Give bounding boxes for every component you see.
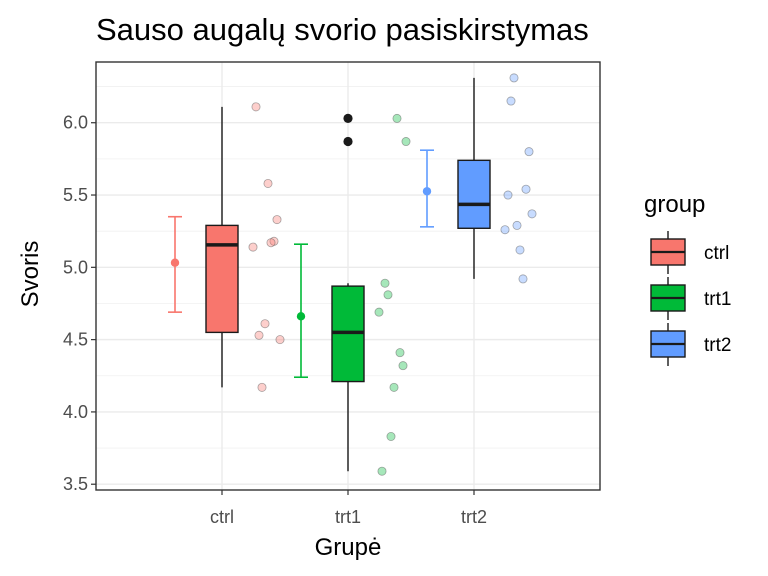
series-ctrl <box>168 102 285 392</box>
x-axis-title: Grupė <box>315 534 382 561</box>
y-tick-label: 5.5 <box>63 185 88 205</box>
data-point <box>509 73 519 83</box>
data-point <box>248 242 258 252</box>
data-point <box>506 96 516 106</box>
data-point <box>251 102 261 112</box>
x-tick-label: trt2 <box>461 507 487 527</box>
box-trt2 <box>457 159 491 229</box>
data-point <box>521 184 531 194</box>
data-point <box>377 466 387 476</box>
data-point <box>254 330 264 340</box>
chart-title: Sauso augalų svorio pasiskirstymas <box>96 12 589 47</box>
box-ctrl <box>205 224 239 334</box>
mean-point-trt1 <box>296 312 306 321</box>
legend-label: trt2 <box>704 335 731 356</box>
x-axis: ctrl trt1 trt2 <box>210 490 487 527</box>
data-point <box>257 382 267 392</box>
data-point <box>395 348 405 358</box>
data-point <box>503 190 513 200</box>
x-tick-label: ctrl <box>210 507 234 527</box>
data-point <box>272 215 282 225</box>
y-tick-label: 4.0 <box>63 402 88 422</box>
data-point <box>401 137 411 147</box>
legend-entry-ctrl: ctrl <box>650 231 729 274</box>
legend-title: group <box>644 191 705 218</box>
legend-label: trt1 <box>704 289 731 310</box>
series-trt1 <box>294 113 411 476</box>
data-point <box>527 209 537 219</box>
data-point <box>383 290 393 300</box>
data-point <box>380 278 390 288</box>
mean-point-ctrl <box>170 258 180 267</box>
y-axis: 3.5 4.0 4.5 5.0 5.5 6.0 <box>63 113 96 494</box>
data-point <box>275 335 285 345</box>
data-point <box>263 178 273 188</box>
x-tick-label: trt1 <box>335 507 361 527</box>
data-point <box>260 319 270 329</box>
legend-entry-trt1: trt1 <box>650 277 731 320</box>
data-point <box>515 245 525 255</box>
data-point <box>266 238 276 248</box>
data-point <box>392 113 402 123</box>
y-axis-title: Svoris <box>17 241 44 308</box>
data-point <box>512 220 522 230</box>
data-point <box>386 431 396 441</box>
y-tick-label: 5.0 <box>63 257 88 277</box>
outlier-point <box>343 113 353 123</box>
data-point <box>374 307 384 317</box>
mean-point-trt2 <box>422 187 432 196</box>
outlier-point <box>343 136 353 147</box>
plot-area <box>95 61 601 491</box>
series-trt2 <box>420 73 537 284</box>
legend-label: ctrl <box>704 243 729 264</box>
data-point <box>500 225 510 235</box>
legend-entry-trt2: trt2 <box>650 323 731 366</box>
data-point <box>398 361 408 371</box>
data-marks <box>168 73 537 476</box>
legend: group ctrl trt1 trt2 <box>644 191 731 366</box>
y-tick-label: 6.0 <box>63 113 88 133</box>
y-tick-label: 4.5 <box>63 330 88 350</box>
data-point <box>518 274 528 284</box>
data-point <box>389 382 399 392</box>
data-point <box>524 147 534 157</box>
y-tick-label: 3.5 <box>63 474 88 494</box>
